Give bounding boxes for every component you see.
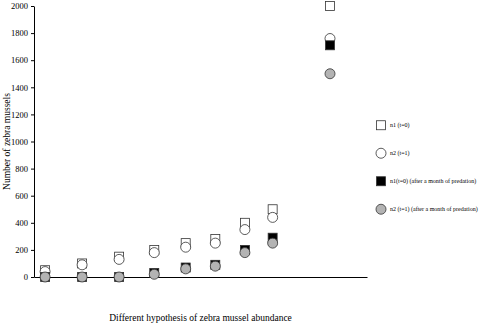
point <box>181 264 191 274</box>
y-tick-mark <box>31 250 34 251</box>
y-axis-title: Number of zebra mussels <box>2 93 12 190</box>
series-1 <box>40 34 335 277</box>
point <box>149 248 159 258</box>
point <box>181 242 191 252</box>
series-2 <box>41 41 335 282</box>
y-tick: 800 <box>15 164 34 174</box>
y-tick-label: 200 <box>15 245 28 255</box>
point <box>115 273 124 282</box>
y-tick: 1200 <box>11 110 34 120</box>
y-tick-label: 400 <box>15 218 28 228</box>
y-tick-label: 1600 <box>11 55 28 65</box>
legend-label: n2 (t=1) (after a month of predation) <box>390 206 478 213</box>
y-tick-mark <box>31 33 34 34</box>
y-tick-mark <box>31 6 34 7</box>
legend-marker <box>376 204 386 214</box>
point <box>268 238 278 248</box>
point <box>78 273 87 282</box>
point <box>41 273 50 282</box>
legend-label: n1 (t=0) <box>390 122 410 129</box>
point <box>325 69 335 79</box>
point <box>149 269 159 279</box>
y-tick-label: 1400 <box>11 83 28 93</box>
y-tick-label: 1200 <box>11 110 28 120</box>
y-tick-label: 1800 <box>11 28 28 38</box>
y-tick: 2000 <box>11 1 34 11</box>
y-tick-mark <box>31 277 34 278</box>
legend-item: n1(t=0) (after a month of predation) <box>377 177 477 186</box>
y-tick-label: 800 <box>15 164 28 174</box>
series-3 <box>40 69 335 282</box>
legend-marker <box>376 148 386 158</box>
legend-item: n1 (t=0) <box>377 121 410 130</box>
point <box>114 272 124 282</box>
y-tick: 1800 <box>11 28 34 38</box>
series-0 <box>41 2 335 275</box>
point <box>40 272 50 282</box>
point <box>240 248 250 258</box>
point <box>77 260 87 270</box>
y-tick-mark <box>31 87 34 88</box>
y-tick: 400 <box>15 218 34 228</box>
point <box>210 238 220 248</box>
point <box>326 41 335 50</box>
plot: 0 200 400 600 800 1000 1200 1400 1600 1800 2000 <box>11 1 368 282</box>
y-tick-mark <box>31 114 34 115</box>
y-tick-mark <box>31 169 34 170</box>
x-axis-title: Different hypothesis of zebra mussel abu… <box>109 313 292 323</box>
y-tick-mark <box>31 60 34 61</box>
marks <box>40 2 335 283</box>
legend-marker <box>377 177 386 186</box>
y-tick-label: 0 <box>24 272 28 282</box>
legend-marker <box>377 121 386 130</box>
point <box>268 212 278 222</box>
legend-label: n2 (t=1) <box>390 150 410 157</box>
legend-item: n2 (t=1) <box>376 148 410 158</box>
y-tick: 1000 <box>11 137 34 147</box>
point <box>326 2 335 11</box>
legend-label: n1(t=0) (after a month of predation) <box>390 178 476 185</box>
chart: 0 200 400 600 800 1000 1200 1400 1600 1800 2000 Dif… <box>0 0 500 335</box>
y-tick: 0 <box>24 272 34 282</box>
y-axis: 0 200 400 600 800 1000 1200 1400 1600 1800 2000 <box>11 1 35 282</box>
point <box>210 261 220 271</box>
point <box>77 272 87 282</box>
legend-item: n2 (t=1) (after a month of predation) <box>376 204 478 214</box>
y-tick-mark <box>31 223 34 224</box>
legend: n1 (t=0) n2 (t=1) n1(t=0) (after a month o… <box>376 121 478 215</box>
y-tick-label: 1000 <box>11 137 28 147</box>
y-tick: 1400 <box>11 83 34 93</box>
y-tick: 200 <box>15 245 34 255</box>
y-tick-label: 600 <box>15 191 28 201</box>
y-tick-mark <box>31 142 34 143</box>
point <box>240 225 250 235</box>
y-axis-line <box>34 7 35 278</box>
y-tick: 1600 <box>11 55 34 65</box>
y-tick-mark <box>31 196 34 197</box>
point <box>114 254 124 264</box>
y-tick-label: 2000 <box>11 1 28 11</box>
y-tick: 600 <box>15 191 34 201</box>
